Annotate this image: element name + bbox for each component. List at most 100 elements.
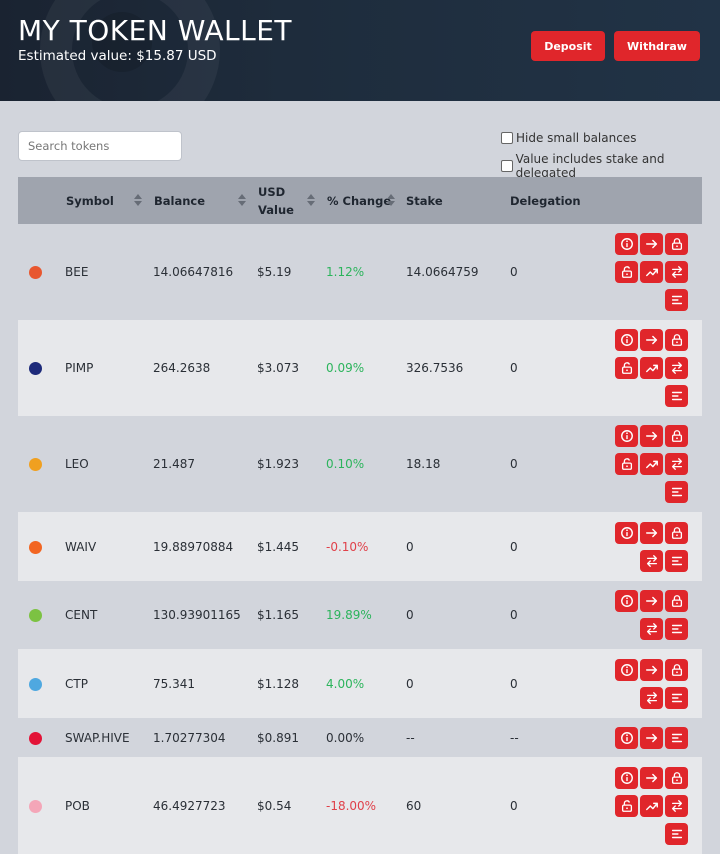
swap-button[interactable] [665,357,688,379]
token-balance: 14.06647816 [153,265,234,279]
column-label-balance: Balance [154,193,206,208]
unlock-button[interactable] [615,261,638,283]
transfer-button[interactable] [640,590,663,612]
unlock-icon [620,457,634,471]
token-logo-icon [29,609,42,622]
lock-button[interactable] [665,233,688,255]
menu-button[interactable] [665,481,688,503]
column-header-symbol[interactable]: Symbol [66,177,114,224]
unlock-icon [620,361,634,375]
menu-icon [670,485,684,499]
token-stake: 14.0664759 [406,265,479,279]
info-button[interactable] [615,425,638,447]
sort-symbol-icon[interactable] [134,194,142,206]
token-stake: 60 [406,798,422,813]
unlock-button[interactable] [615,357,638,379]
lock-button[interactable] [665,590,688,612]
menu-button[interactable] [665,618,688,640]
menu-button[interactable] [665,823,688,845]
token-change: -0.10% [326,539,369,554]
token-symbol: POB [65,798,90,813]
lock-button[interactable] [665,659,688,681]
chart-button[interactable] [640,357,663,379]
lock-button[interactable] [665,425,688,447]
swap-button[interactable] [665,261,688,283]
include-stake-checkbox[interactable] [501,160,513,172]
page-title: MY TOKEN WALLET [18,14,293,47]
transfer-button[interactable] [640,329,663,351]
info-button[interactable] [615,590,638,612]
unlock-button[interactable] [615,795,638,817]
menu-button[interactable] [665,550,688,572]
info-button[interactable] [615,659,638,681]
withdraw-button[interactable]: Withdraw [614,31,700,61]
lock-button[interactable] [665,767,688,789]
transfer-button[interactable] [640,767,663,789]
column-header-usd-value[interactable]: USD Value [258,177,294,224]
transfer-button[interactable] [640,727,663,749]
token-symbol: CTP [65,676,88,691]
menu-button[interactable] [665,385,688,407]
swap-button[interactable] [640,550,663,572]
info-button[interactable] [615,767,638,789]
table-row: POB 46.4927723 $0.54 -18.00% 60 0 [18,757,702,854]
info-button[interactable] [615,522,638,544]
token-logo-icon [29,677,42,691]
swap-icon [645,691,659,705]
column-label-stake: Stake [406,193,443,208]
swap-button[interactable] [665,795,688,817]
table-header: Symbol Balance USD Value % Change Stake … [18,177,702,224]
sort-change-icon[interactable] [387,194,395,206]
chart-button[interactable] [640,453,663,475]
token-symbol: CENT [65,608,98,622]
table-row: CENT 130.93901165 $1.165 19.89% 0 0 [18,581,702,649]
swap-button[interactable] [640,618,663,640]
token-usd-value: $1.165 [257,608,299,622]
hide-small-balances-option[interactable]: Hide small balances [501,131,636,145]
token-delegation: -- [510,730,519,745]
sort-balance-icon[interactable] [238,194,246,206]
info-icon [620,526,634,540]
info-button[interactable] [615,233,638,255]
token-symbol: WAIV [65,539,97,554]
token-usd-value: $1.923 [257,457,299,471]
table-row: SWAP.HIVE 1.70277304 $0.891 0.00% -- -- [18,718,702,757]
chart-button[interactable] [640,261,663,283]
sort-usd-value-icon[interactable] [307,194,315,206]
token-change: 1.12% [326,265,365,279]
token-balance: 46.4927723 [153,798,226,813]
menu-button[interactable] [665,289,688,311]
table-row: CTP 75.341 $1.128 4.00% 0 0 [18,649,702,718]
search-input[interactable] [18,131,182,161]
table-row: PIMP 264.2638 $3.073 0.09% 326.7536 0 [18,320,702,416]
lock-button[interactable] [665,329,688,351]
column-header-balance[interactable]: Balance [154,177,205,224]
column-label-value: Value [258,202,294,217]
token-logo-icon [29,799,42,813]
swap-button[interactable] [640,687,663,709]
token-logo-icon [29,458,42,471]
column-header-change[interactable]: % Change [327,177,391,224]
transfer-button[interactable] [640,425,663,447]
info-button[interactable] [615,329,638,351]
token-symbol: PIMP [65,361,94,375]
table-row: BEE 14.06647816 $5.19 1.12% 14.0664759 0 [18,224,702,320]
lock-icon [670,429,684,443]
token-delegation: 0 [510,676,518,691]
transfer-button[interactable] [640,659,663,681]
token-delegation: 0 [510,361,518,375]
transfer-button[interactable] [640,522,663,544]
hide-small-balances-checkbox[interactable] [501,132,513,144]
swap-button[interactable] [665,453,688,475]
menu-button[interactable] [665,727,688,749]
transfer-button[interactable] [640,233,663,255]
chart-button[interactable] [640,795,663,817]
include-stake-option[interactable]: Value includes stake and delegated [501,152,720,180]
token-symbol: BEE [65,265,89,279]
menu-button[interactable] [665,687,688,709]
lock-button[interactable] [665,522,688,544]
unlock-button[interactable] [615,453,638,475]
token-change: -18.00% [326,798,377,813]
deposit-button[interactable]: Deposit [531,31,605,61]
info-button[interactable] [615,727,638,749]
